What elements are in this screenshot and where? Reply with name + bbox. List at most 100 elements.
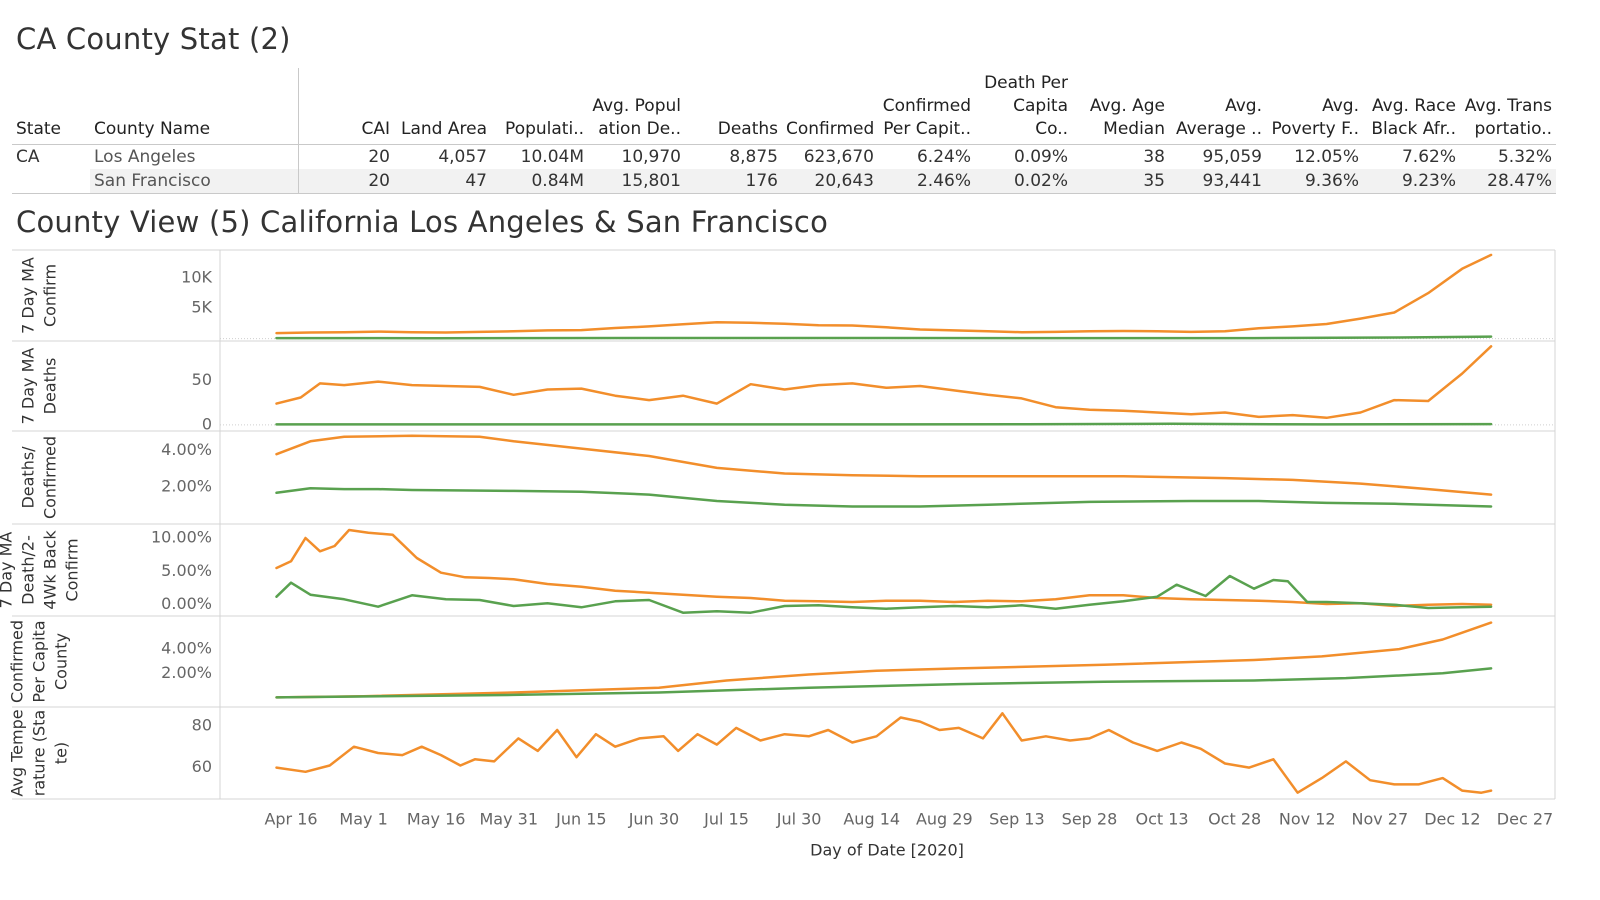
cell-population: 10.04M [520, 147, 584, 167]
x-tick-label: Apr 16 [264, 810, 317, 829]
header-avg-transportation[interactable]: Avg. Trans portatio.. [1460, 68, 1556, 145]
cell-cai: 20 [298, 169, 394, 194]
x-tick-label: Aug 29 [916, 810, 973, 829]
panel-axis-label: Per Capita [30, 620, 49, 702]
x-tick-label: Jun 15 [555, 810, 606, 829]
cell-avg-average: 95,059 [1202, 147, 1262, 167]
header-county-name[interactable]: County Name [90, 68, 299, 145]
cell-avg-population-density: 10,970 [621, 147, 681, 167]
panel-axis-label: 7 Day MA [19, 348, 38, 425]
y-tick-label: 10.00% [151, 528, 212, 547]
x-tick-label: Aug 14 [843, 810, 900, 829]
panel-axis-label: Confirm [63, 538, 82, 601]
header-avg-average[interactable]: Avg. Average .. [1169, 68, 1266, 145]
cell-avg-transportation: 28.47% [1460, 169, 1556, 194]
cell-deaths: 176 [685, 169, 782, 194]
x-tick-label: Jun 30 [628, 810, 679, 829]
cell-cai: 20 [368, 147, 390, 167]
panel-axis-label: 4Wk Back [41, 530, 60, 610]
header-avg-age-median[interactable]: Avg. Age Median [1072, 68, 1169, 145]
los-angeles-line [275, 528, 1493, 608]
y-tick-label: 0 [202, 414, 212, 433]
header-confirmed-per-capita[interactable]: Confirmed Per Capit.. [878, 68, 975, 145]
cell-confirmed-per-capita: 6.24% [916, 147, 971, 167]
y-tick-label: 2.00% [161, 477, 212, 496]
y-tick-label: 60 [192, 757, 212, 776]
cell-avg-race-black: 7.62% [1401, 147, 1456, 167]
cell-confirmed: 20,643 [782, 169, 878, 194]
cell-death-per-capita: 0.02% [975, 169, 1072, 194]
x-tick-label: Jul 15 [703, 810, 749, 829]
cell-avg-age-median: 38 [1143, 147, 1165, 167]
cell-county-name: San Francisco [90, 169, 299, 194]
header-deaths[interactable]: Deaths [685, 68, 782, 145]
x-tick-label: Sep 13 [989, 810, 1045, 829]
cell-death-per-capita: 0.09% [1013, 147, 1068, 167]
header-confirmed[interactable]: Confirmed [782, 68, 878, 145]
panel-axis-label: Deaths/ [19, 446, 38, 509]
stat-title: CA County Stat (2) [16, 22, 291, 56]
panel-axis-label: County [52, 633, 71, 690]
cell-state: CA [16, 147, 40, 167]
y-tick-label: 50 [192, 370, 212, 389]
x-tick-label: Dec 27 [1497, 810, 1553, 829]
table-row[interactable]: San Francisco 20 47 0.84M 15,801 176 20,… [12, 169, 1556, 194]
y-tick-label: 80 [192, 715, 212, 734]
header-state[interactable]: State [12, 68, 90, 145]
panel-axis-label: Confirm [41, 264, 60, 327]
header-cai[interactable]: CAI [298, 68, 394, 145]
panel-6: Avg Tempe rature (Sta te) 80 60 [8, 706, 1555, 797]
panel-axis-label: Avg Tempe [8, 709, 27, 796]
cell-avg-population-density: 15,801 [588, 169, 685, 194]
panel-2: 7 Day MA Deaths 50 0 [12, 340, 1555, 433]
view-title: County View (5) California Los Angeles &… [16, 205, 829, 239]
cell-population: 0.84M [491, 169, 588, 194]
cell-land-area: 47 [394, 169, 491, 194]
header-death-per-capita[interactable]: Death Per Capita Co.. [975, 68, 1072, 145]
y-tick-label: 2.00% [161, 663, 212, 682]
panel-5: Confirmed Per Capita County 4.00% 2.00% [8, 615, 1555, 703]
y-tick-label: 4.00% [161, 639, 212, 658]
los-angeles-line [275, 434, 1493, 496]
header-land-area[interactable]: Land Area [394, 68, 491, 145]
header-avg-population-density[interactable]: Avg. Popul ation De.. [588, 68, 685, 145]
x-tick-label: Nov 27 [1351, 810, 1408, 829]
y-tick-label: 10K [181, 267, 212, 286]
san-francisco-line [275, 486, 1493, 508]
cell-county-name: Los Angeles [90, 144, 299, 169]
header-population[interactable]: Populati.. [491, 68, 588, 145]
panel-axis-label: 7 Day MA [19, 257, 38, 334]
y-tick-label: 4.00% [161, 440, 212, 459]
panel-axis-label: Confirmed [8, 620, 27, 703]
panel-3: Deaths/Confirmed 4.00% 2.00% [12, 430, 1555, 519]
san-francisco-line [275, 574, 1493, 614]
cell-confirmed: 623,670 [803, 147, 874, 167]
header-avg-poverty[interactable]: Avg. Poverty F.. [1266, 68, 1363, 145]
los-angeles-line [275, 345, 1493, 420]
header-avg-race-black[interactable]: Avg. Race Black Afr.. [1363, 68, 1460, 145]
x-tick-label: Nov 12 [1279, 810, 1336, 829]
x-tick-label: Dec 12 [1424, 810, 1480, 829]
panel-axis-label: Deaths [41, 358, 60, 415]
x-tick-label: Jul 30 [776, 810, 822, 829]
cell-avg-age-median: 35 [1072, 169, 1169, 194]
panel-axis-label: 7 Day MA [0, 532, 16, 609]
los-angeles-line [275, 253, 1493, 335]
cell-land-area: 4,057 [438, 147, 487, 167]
y-tick-label: 0.00% [161, 594, 212, 613]
san-francisco-line [275, 667, 1493, 699]
los-angeles-line [275, 621, 1493, 699]
x-tick-label: May 1 [339, 810, 387, 829]
cell-confirmed-per-capita: 2.46% [878, 169, 975, 194]
panel-axis-label: rature (Sta [30, 710, 49, 796]
x-tick-label: Oct 28 [1208, 810, 1261, 829]
y-tick-label: 5K [191, 298, 212, 317]
san-francisco-line [275, 422, 1493, 426]
table-row[interactable]: CA Los Angeles 20 4,057 10.04M 10,970 8,… [12, 144, 1556, 169]
panel-axis-label: Death/2- [19, 535, 38, 605]
cell-state [12, 169, 90, 194]
x-tick-label: Oct 13 [1136, 810, 1189, 829]
table-header-row: State County Name CAI Land Area Populati… [12, 68, 1556, 145]
